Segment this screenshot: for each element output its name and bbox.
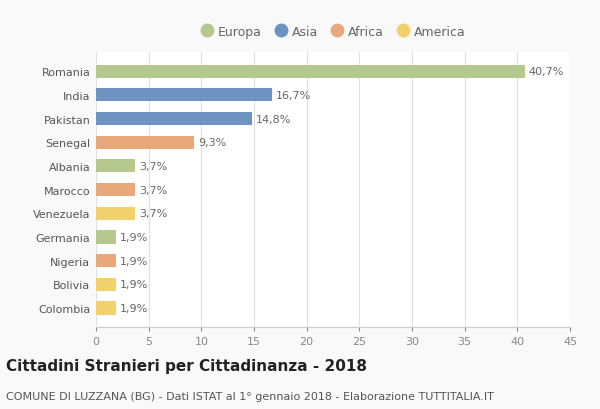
Text: 3,7%: 3,7% (139, 162, 167, 171)
Text: 1,9%: 1,9% (120, 256, 148, 266)
Bar (96, 113, 252, 126)
Bar (96, 65, 525, 79)
Legend: Europa, Asia, Africa, America: Europa, Asia, Africa, America (196, 21, 470, 44)
Bar (96, 278, 116, 291)
Bar (96, 231, 116, 244)
Bar (96, 184, 135, 197)
Bar (96, 207, 135, 220)
Bar (96, 302, 116, 315)
Text: 14,8%: 14,8% (256, 115, 292, 124)
Bar (96, 254, 116, 267)
Text: 1,9%: 1,9% (120, 303, 148, 313)
Bar (96, 89, 272, 102)
Bar (96, 137, 194, 149)
Text: 1,9%: 1,9% (120, 280, 148, 290)
Text: 9,3%: 9,3% (198, 138, 226, 148)
Text: 1,9%: 1,9% (120, 232, 148, 243)
Bar (96, 160, 135, 173)
Text: 3,7%: 3,7% (139, 185, 167, 195)
Text: 3,7%: 3,7% (139, 209, 167, 219)
Text: 40,7%: 40,7% (529, 67, 564, 77)
Text: 16,7%: 16,7% (276, 91, 311, 101)
Text: Cittadini Stranieri per Cittadinanza - 2018: Cittadini Stranieri per Cittadinanza - 2… (6, 358, 367, 373)
Text: COMUNE DI LUZZANA (BG) - Dati ISTAT al 1° gennaio 2018 - Elaborazione TUTTITALIA: COMUNE DI LUZZANA (BG) - Dati ISTAT al 1… (6, 391, 494, 401)
